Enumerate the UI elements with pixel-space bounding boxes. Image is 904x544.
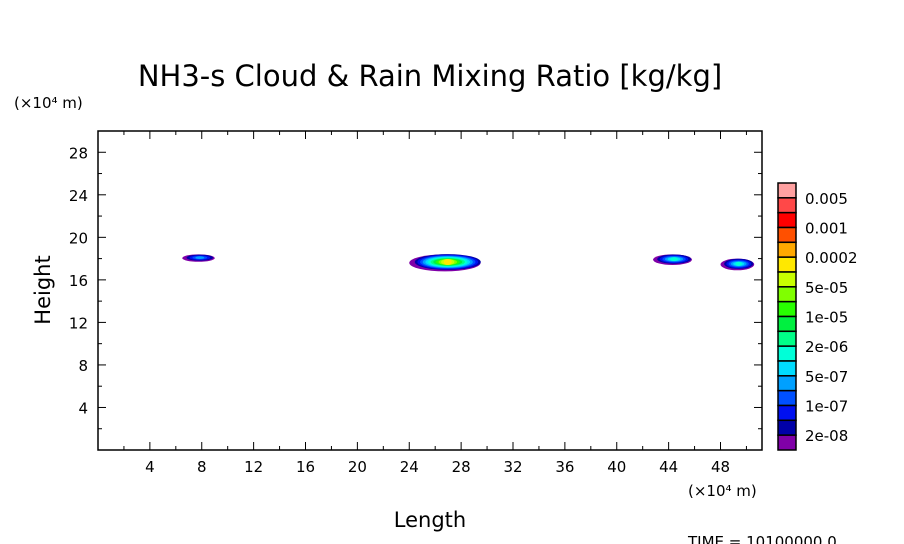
colorbar-box	[777, 345, 797, 362]
x-tick-label: 48	[711, 458, 730, 476]
x-unit-label: (×10⁴ m)	[688, 482, 757, 500]
y-tick-label: 24	[69, 187, 88, 205]
x-axis-label: Length	[394, 508, 466, 532]
x-tick-label: 40	[607, 458, 626, 476]
y-tick-label: 4	[78, 399, 88, 417]
colorbar-box	[777, 256, 797, 273]
plot-area	[97, 130, 763, 451]
colorbar-box	[777, 404, 797, 422]
x-tick-label: 28	[452, 458, 471, 476]
x-tick-label: 36	[555, 458, 574, 476]
y-tick-label: 12	[69, 314, 88, 332]
contour-level	[443, 259, 452, 265]
contour-level	[670, 257, 678, 261]
colorbar-label: 5e-07	[805, 368, 848, 386]
x-tick-label: 44	[659, 458, 678, 476]
colorbar-box	[777, 330, 797, 347]
colorbar-box	[777, 226, 797, 244]
cloud-feature-cloud-2	[409, 254, 481, 272]
cloud-feature-cloud-3	[653, 254, 692, 265]
x-tick-label: 12	[244, 458, 263, 476]
x-tick-label: 4	[145, 458, 155, 476]
y-tick-label: 16	[69, 272, 88, 290]
colorbar-label: 0.001	[805, 220, 848, 238]
colorbar-label: 1e-07	[805, 398, 848, 416]
colorbar-label: 0.005	[805, 190, 848, 208]
colorbar-label: 5e-05	[805, 279, 848, 297]
plot-frame	[97, 130, 763, 451]
colorbar-label: 0.0002	[805, 249, 858, 267]
colorbar-box	[777, 197, 797, 214]
x-tick-label: 20	[348, 458, 367, 476]
x-tick-label: 24	[400, 458, 419, 476]
y-axis-label: Height	[31, 255, 55, 324]
colorbar-label: 1e-05	[805, 309, 848, 327]
y-tick-label: 8	[78, 357, 88, 375]
chart-title: NH3-s Cloud & Rain Mixing Ratio [kg/kg]	[138, 59, 722, 93]
y-unit-label: (×10⁴ m)	[14, 94, 83, 112]
colorbar-box	[777, 360, 797, 377]
cloud-feature-cloud-1	[182, 254, 215, 262]
y-tick-label: 20	[69, 229, 88, 247]
time-label: TIME = 10100000.0	[687, 533, 837, 544]
colorbar-box	[777, 182, 797, 199]
colorbar-box	[777, 315, 797, 333]
contour-level	[735, 261, 743, 266]
colorbar-box	[777, 271, 797, 288]
cloud-feature-cloud-4	[720, 258, 755, 271]
colorbar: 0.005 0.001 0.0002 5e-05 1e-05 2e-06 5e-07 1e-0…	[777, 182, 858, 451]
colorbar-box	[777, 300, 797, 318]
colorbar-box	[777, 434, 797, 451]
contour-level	[195, 256, 205, 259]
colorbar-box	[777, 419, 797, 436]
colorbar-box	[777, 211, 797, 229]
colorbar-box	[777, 389, 797, 407]
y-tick-label: 28	[69, 144, 88, 162]
colorbar-box	[777, 241, 797, 258]
x-tick-label: 32	[503, 458, 522, 476]
colorbar-box	[777, 286, 797, 303]
colorbar-label: 2e-08	[805, 427, 848, 445]
x-tick-label: 8	[197, 458, 207, 476]
colorbar-box	[777, 375, 797, 392]
x-tick-label: 16	[296, 458, 315, 476]
colorbar-label: 2e-06	[805, 338, 848, 356]
